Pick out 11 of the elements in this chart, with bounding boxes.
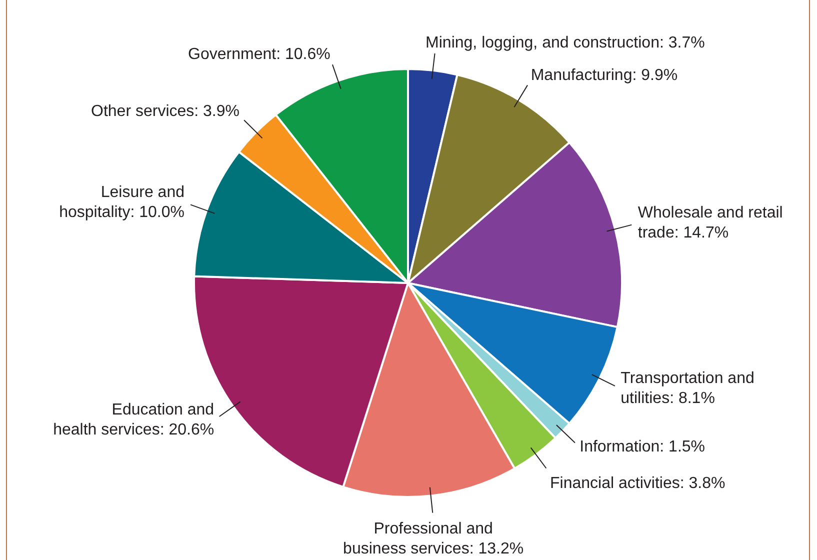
slice-label: Transportation and utilities: 8.1%	[620, 370, 754, 408]
slice-label: Leisure and hospitality: 10.0%	[59, 184, 185, 221]
slice-label: Wholesale and retail trade: 14.7%	[638, 204, 783, 242]
slice-label: Education and health services: 20.6%	[53, 402, 214, 439]
slice-label: Financial activities: 3.8%	[550, 474, 726, 492]
slice-label: Government: 10.6%	[188, 46, 330, 63]
slice-label: Professional and business services: 13.2%	[343, 520, 524, 558]
slice-label: Other services: 3.9%	[91, 102, 240, 120]
slice-label: Information: 1.5%	[580, 438, 706, 456]
slice-label: Manufacturing: 9.9%	[530, 67, 678, 84]
slice-label: Mining, logging, and construction: 3.7%	[426, 34, 705, 52]
